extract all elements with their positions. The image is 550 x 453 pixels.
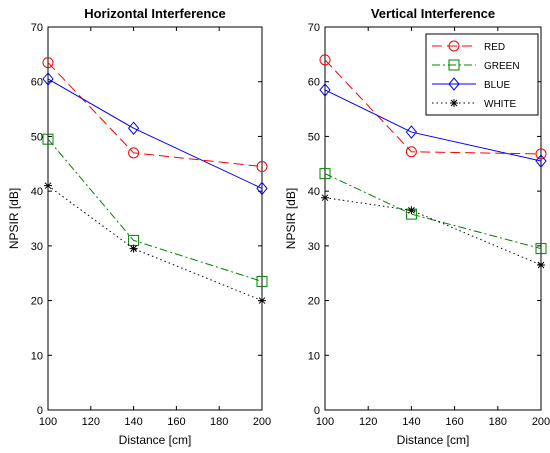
- x-tick-label: 120: [359, 416, 377, 428]
- legend-label-blue: BLUE: [484, 80, 510, 91]
- series-line-blue: [47, 78, 263, 189]
- data-point-red: [319, 54, 331, 66]
- data-point-red: [256, 161, 268, 173]
- x-tick-label: 140: [402, 416, 420, 428]
- legend-marker-green: [448, 59, 460, 71]
- data-point-green: [319, 168, 331, 180]
- y-axis-label: NPSIR [dB]: [7, 188, 21, 249]
- plot-area: [47, 26, 263, 411]
- y-axis-label: NPSIR [dB]: [284, 188, 298, 249]
- y-tick-label: 20: [31, 296, 43, 308]
- data-point-red: [535, 148, 547, 160]
- x-axis-label: Distance [cm]: [397, 433, 470, 447]
- legend-label-white: WHITE: [484, 99, 517, 110]
- x-tick-label: 200: [253, 416, 271, 428]
- data-point-white: [407, 206, 416, 215]
- x-tick-label: 100: [316, 416, 334, 428]
- legend-label-red: RED: [484, 42, 505, 53]
- y-tick-label: 10: [31, 350, 43, 362]
- legend-box: [425, 33, 539, 116]
- x-axis-label: Distance [cm]: [119, 433, 192, 447]
- data-point-red: [405, 146, 417, 158]
- data-point-green: [42, 133, 54, 145]
- y-tick-label: 50: [308, 131, 320, 143]
- x-tick-label: 160: [167, 416, 185, 428]
- x-tick-label: 160: [445, 416, 463, 428]
- series-line-white: [47, 185, 263, 302]
- data-point-blue: [535, 154, 547, 168]
- data-point-red: [42, 57, 54, 69]
- data-point-blue: [405, 125, 418, 139]
- data-point-blue: [42, 72, 54, 86]
- y-tick-label: 40: [31, 186, 43, 198]
- chart-title: Horizontal Interference: [84, 6, 226, 21]
- legend-marker-white: [450, 99, 458, 107]
- y-tick-label: 50: [31, 131, 43, 143]
- y-tick-label: 60: [31, 77, 43, 89]
- x-tick-label: 140: [124, 416, 142, 428]
- legend-label-green: GREEN: [484, 61, 520, 72]
- y-tick-label: 30: [31, 241, 43, 253]
- data-point-green: [256, 275, 268, 287]
- data-point-white: [129, 244, 138, 253]
- data-point-white: [537, 261, 545, 270]
- chart-vertical-interference: Vertical Interference 100 120 140 160 180 200 0…: [284, 6, 550, 447]
- x-tick-label: 100: [39, 416, 57, 428]
- y-tick-label: 30: [308, 241, 320, 253]
- y-tick-label: 60: [308, 77, 320, 89]
- series-line-blue: [324, 89, 542, 162]
- y-tick-label: 70: [31, 22, 43, 34]
- x-tick-label: 120: [82, 416, 100, 428]
- data-point-blue: [256, 181, 268, 196]
- series-line-red: [47, 62, 263, 168]
- data-point-blue: [127, 121, 140, 136]
- legend-marker-blue: [448, 77, 460, 91]
- data-point-blue: [319, 83, 331, 97]
- legend-marker-red: [448, 40, 460, 52]
- y-tick-label: 0: [37, 405, 43, 417]
- chart-title: Vertical Interference: [371, 6, 495, 21]
- data-point-white: [44, 181, 52, 190]
- data-point-white: [258, 296, 266, 305]
- x-tick-label: 180: [489, 416, 507, 428]
- x-tick-label: 180: [210, 416, 228, 428]
- series-line-white: [324, 197, 542, 266]
- series-line-green: [47, 138, 263, 282]
- data-point-green: [535, 243, 547, 255]
- y-tick-label: 40: [308, 186, 320, 198]
- y-tick-label: 20: [308, 296, 320, 308]
- data-point-red: [128, 147, 140, 159]
- series-line-red: [324, 59, 542, 155]
- y-tick-label: 70: [308, 22, 320, 34]
- data-point-white: [321, 193, 329, 202]
- y-tick-label: 10: [308, 350, 320, 362]
- y-tick-label: 0: [314, 405, 320, 417]
- x-tick-label: 200: [532, 416, 550, 428]
